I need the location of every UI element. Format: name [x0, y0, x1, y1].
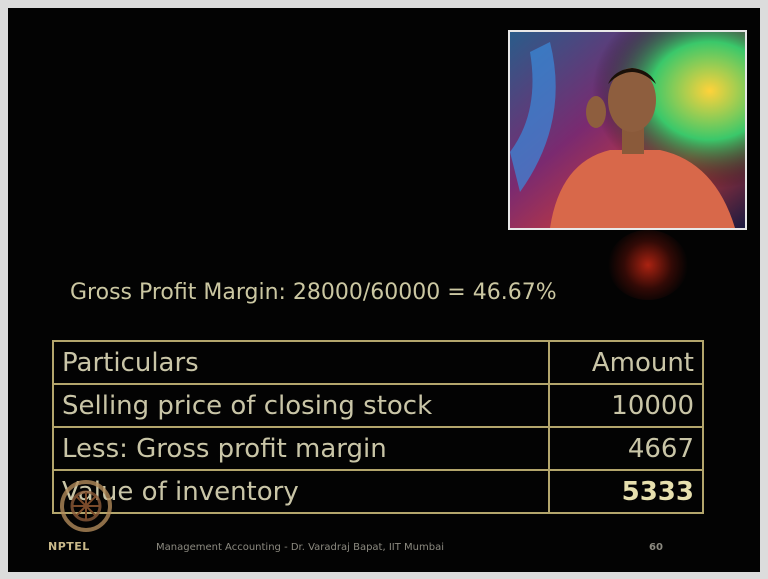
logo-text: NPTEL: [48, 540, 90, 553]
video-swirl: [510, 42, 556, 192]
cell: 5333: [548, 469, 704, 514]
cell: 4667: [548, 426, 704, 471]
person-hand: [586, 96, 606, 128]
cell: Less: Gross profit margin: [52, 426, 550, 471]
person-body: [550, 150, 735, 228]
table-row: Value of inventory 5333: [52, 469, 704, 514]
table-row: Less: Gross profit margin 4667: [52, 426, 704, 471]
header-cell: Particulars: [52, 340, 550, 385]
footer-text: Management Accounting - Dr. Varadraj Bap…: [156, 542, 444, 553]
cell: 10000: [548, 383, 704, 428]
table-header: Particulars Amount: [52, 340, 704, 385]
logo-spokes: [72, 492, 100, 520]
video-frame: [510, 32, 745, 228]
heading: Gross Profit Margin: 28000/60000 = 46.67…: [70, 280, 557, 305]
nptel-logo: [60, 480, 112, 532]
table-row: Selling price of closing stock 10000: [52, 383, 704, 428]
slide: Gross Profit Margin: 28000/60000 = 46.67…: [8, 8, 760, 572]
cell: Value of inventory: [52, 469, 550, 514]
cell: Selling price of closing stock: [52, 383, 550, 428]
video-inset: [508, 30, 747, 230]
logo-ring: [60, 480, 112, 532]
inventory-table: Particulars Amount Selling price of clos…: [52, 340, 704, 514]
person-hair: [608, 68, 656, 84]
page-number: 60: [649, 542, 663, 553]
person-neck: [622, 128, 644, 154]
person-head: [608, 68, 656, 132]
glow: [608, 230, 688, 300]
header-cell: Amount: [548, 340, 704, 385]
